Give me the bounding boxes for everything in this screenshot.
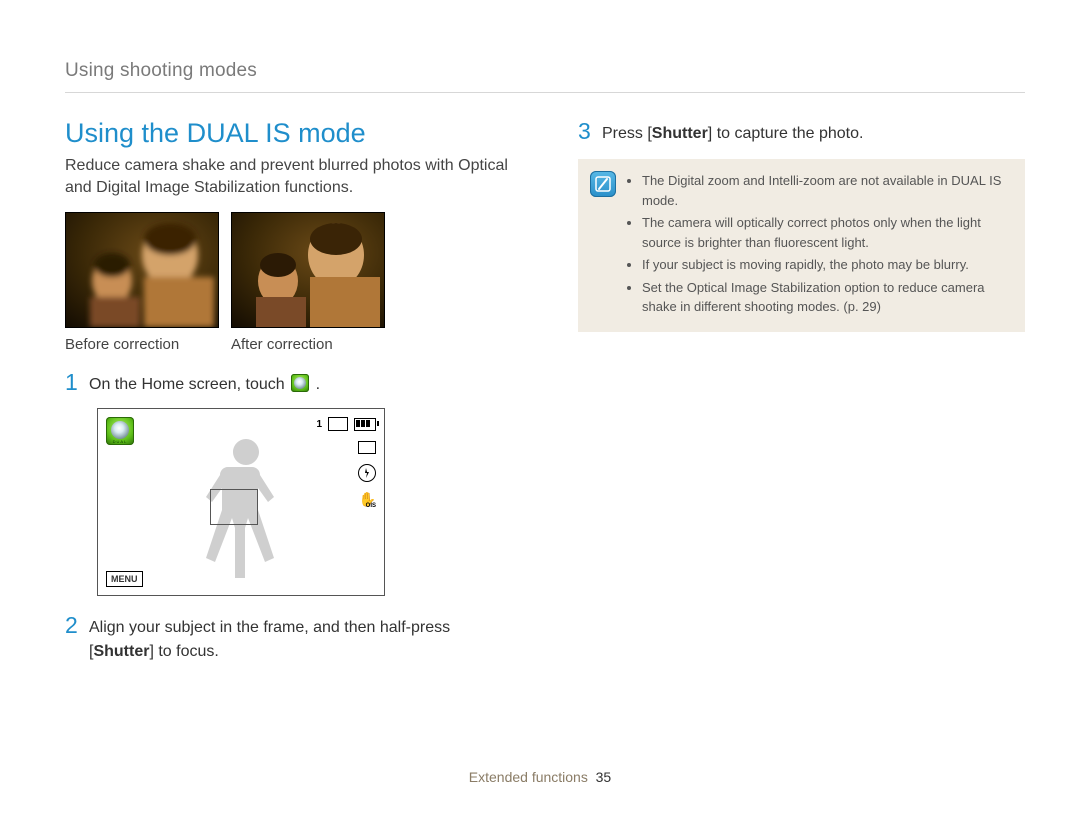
shutter-keyword: Shutter: [652, 125, 708, 142]
dual-is-badge-icon: DUAL: [106, 417, 134, 445]
text-part: Press [: [602, 125, 652, 142]
step-text: On the Home screen, touch .: [89, 373, 320, 396]
photo-after: [231, 212, 385, 328]
photo-before-cell: Before correction: [65, 212, 217, 353]
breadcrumb: Using shooting modes: [65, 60, 1025, 82]
step-1-suffix: .: [316, 376, 320, 393]
photo-after-cell: After correction: [231, 212, 383, 353]
step-text: Press [Shutter] to capture the photo.: [602, 122, 863, 145]
caption-after: After correction: [231, 336, 383, 353]
step-number: 2: [65, 614, 79, 637]
camera-lcd-mock: DUAL 1 ✋OIS: [97, 408, 385, 596]
step-text: Align your subject in the frame, and the…: [89, 616, 512, 662]
note-item: Set the Optical Image Stabilization opti…: [642, 278, 1011, 317]
step-number: 1: [65, 371, 79, 394]
lcd-inner: DUAL 1 ✋OIS: [106, 417, 376, 587]
note-item: The Digital zoom and Intelli-zoom are no…: [642, 171, 1011, 210]
right-column: 3 Press [Shutter] to capture the photo. …: [578, 118, 1025, 673]
flash-off-icon: [358, 464, 376, 482]
text-part: ] to focus.: [149, 643, 218, 660]
step-number: 3: [578, 120, 592, 143]
two-column-layout: Using the DUAL IS mode Reduce camera sha…: [65, 118, 1025, 673]
storage-icon: [328, 417, 348, 431]
shot-counter: 1: [316, 419, 322, 430]
step-3: 3 Press [Shutter] to capture the photo.: [578, 122, 1025, 145]
example-photos: Before correction: [65, 212, 512, 353]
divider: [65, 92, 1025, 93]
section-heading: Using the DUAL IS mode: [65, 118, 512, 149]
shutter-keyword: Shutter: [93, 643, 149, 660]
dual-is-icon: [291, 374, 309, 392]
note-item: If your subject is moving rapidly, the p…: [642, 255, 1011, 275]
text-part: ] to capture the photo.: [708, 125, 864, 142]
footer-page-number: 35: [596, 769, 612, 785]
note-item: The camera will optically correct photos…: [642, 213, 1011, 252]
step-1-prefix: On the Home screen, touch: [89, 376, 289, 393]
ois-icon: ✋OIS: [359, 492, 376, 509]
note-list: The Digital zoom and Intelli-zoom are no…: [628, 171, 1011, 320]
lcd-top-row: 1: [316, 417, 376, 431]
footer-section: Extended functions: [469, 769, 588, 785]
resolution-icon: [358, 441, 376, 454]
dual-is-badge-label: DUAL: [104, 439, 136, 444]
intro-paragraph: Reduce camera shake and prevent blurred …: [65, 155, 512, 198]
menu-button: MENU: [106, 571, 143, 587]
caption-before: Before correction: [65, 336, 217, 353]
note-box: The Digital zoom and Intelli-zoom are no…: [578, 159, 1025, 332]
note-icon: [590, 171, 616, 197]
page-footer: Extended functions 35: [0, 769, 1080, 785]
lcd-status-column: 1 ✋OIS: [316, 417, 376, 509]
manual-page: Using shooting modes Using the DUAL IS m…: [0, 0, 1080, 815]
step-2: 2 Align your subject in the frame, and t…: [65, 616, 512, 662]
photo-placeholder-icon: [66, 213, 218, 327]
ois-label: OIS: [359, 503, 376, 509]
battery-icon: [354, 418, 376, 431]
photo-placeholder-icon: [232, 213, 384, 327]
photo-before: [65, 212, 219, 328]
focus-frame: [210, 489, 258, 525]
left-column: Using the DUAL IS mode Reduce camera sha…: [65, 118, 512, 673]
step-1: 1 On the Home screen, touch .: [65, 373, 512, 396]
